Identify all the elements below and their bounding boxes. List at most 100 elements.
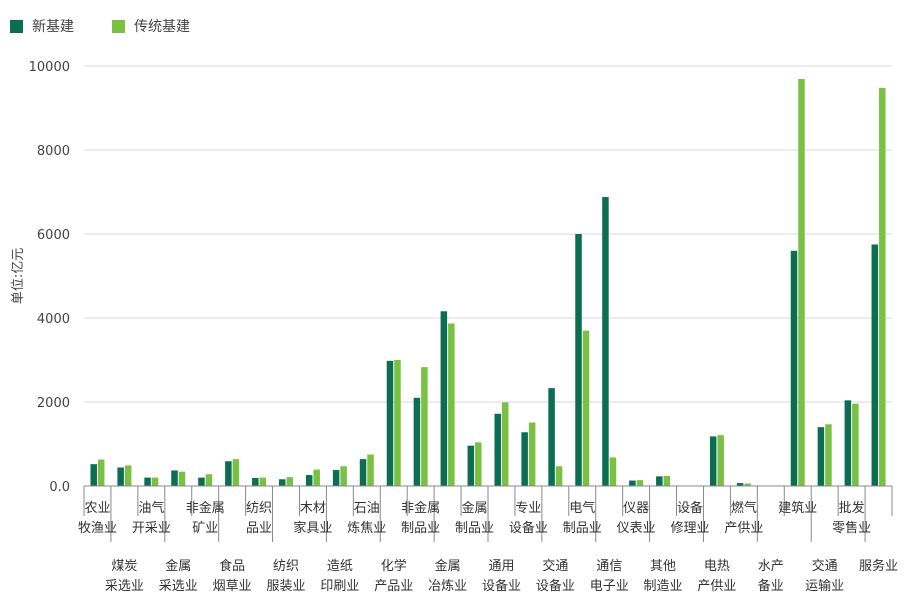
bar-traditional[interactable] [232, 459, 240, 486]
bar-new[interactable] [90, 464, 97, 486]
bar-traditional[interactable] [475, 442, 482, 486]
bar-new[interactable] [494, 413, 501, 486]
bar-new[interactable] [521, 432, 528, 486]
bar-new[interactable] [602, 197, 609, 487]
bar-new[interactable] [629, 480, 636, 486]
x-tick-label: 交通 [542, 558, 568, 574]
x-tick-label: 电子业 [590, 579, 629, 594]
legend: 新基建 传统基建 [10, 16, 190, 36]
bar-traditional[interactable] [852, 403, 859, 486]
y-tick-label: 0.0 [49, 480, 70, 495]
legend-swatch-traditional [112, 19, 125, 33]
x-tick-label: 农业 [84, 501, 110, 516]
y-tick-label: 10000 [29, 60, 70, 75]
bar-new[interactable] [736, 483, 744, 486]
bar-traditional[interactable] [259, 477, 267, 486]
x-tick-label: 造纸 [327, 559, 353, 574]
x-tick-label: 服装业 [266, 579, 305, 594]
bar-new[interactable] [332, 470, 340, 486]
x-tick-label: 零售业 [832, 520, 871, 536]
x-tick-label: 非金属 [186, 500, 225, 516]
bar-traditional[interactable] [501, 402, 509, 486]
x-tick-label: 产品业 [374, 579, 413, 594]
x-tick-label: 金属 [435, 558, 461, 574]
x-tick-label: 木材 [300, 501, 326, 516]
bar-traditional[interactable] [367, 454, 374, 487]
bar-new[interactable] [575, 234, 582, 486]
legend-label-new: 新基建 [32, 19, 74, 35]
bar-new[interactable] [440, 311, 448, 486]
x-tick-label: 印刷业 [320, 579, 359, 594]
x-tick-label: 纺织 [246, 501, 272, 516]
bar-new[interactable] [144, 477, 151, 486]
bar-traditional[interactable] [124, 465, 132, 486]
bar-new[interactable] [117, 467, 124, 486]
bar-traditional[interactable] [717, 435, 724, 486]
bar-new[interactable] [871, 244, 879, 487]
bar-traditional[interactable] [178, 471, 186, 486]
x-tick-label: 家具业 [293, 520, 332, 536]
bar-new[interactable] [817, 427, 825, 486]
bar-traditional[interactable] [744, 483, 751, 486]
x-tick-label: 石油 [354, 501, 380, 516]
x-tick-label: 备业 [758, 578, 784, 594]
bar-traditional[interactable] [97, 459, 105, 486]
bar-traditional[interactable] [609, 457, 617, 486]
x-tick-label: 交通 [812, 558, 838, 574]
x-tick-label: 通用 [488, 559, 514, 574]
bar-traditional[interactable] [448, 323, 455, 486]
x-tick-label: 仪表业 [617, 521, 656, 536]
x-tick-label: 采选业 [105, 579, 144, 594]
bar-new[interactable] [279, 479, 286, 486]
bar-new[interactable] [548, 388, 555, 486]
bar-new[interactable] [225, 461, 232, 486]
x-tick-label: 开采业 [132, 521, 171, 536]
x-tick-label: 批发 [839, 500, 865, 516]
y-tick-label: 2000 [37, 396, 70, 411]
x-tick-label: 烟草业 [213, 579, 252, 594]
x-tick-label: 燃气 [731, 500, 757, 516]
bar-traditional[interactable] [825, 424, 832, 486]
bar-new[interactable] [252, 478, 259, 486]
bar-traditional[interactable] [313, 469, 320, 486]
bar-traditional[interactable] [582, 330, 590, 486]
bar-new[interactable] [467, 445, 475, 486]
bar-traditional[interactable] [636, 480, 644, 486]
bar-new[interactable] [844, 400, 852, 486]
bar-new[interactable] [790, 250, 798, 486]
bar-new[interactable] [359, 459, 367, 486]
bar-new[interactable] [656, 476, 663, 486]
x-tick-label: 专业 [515, 501, 541, 516]
bar-new[interactable] [709, 436, 717, 486]
bar-traditional[interactable] [879, 87, 886, 486]
x-tick-label: 制品业 [455, 521, 494, 536]
bar-traditional[interactable] [394, 360, 401, 486]
y-tick-label: 6000 [37, 228, 70, 243]
x-tick-label: 设备业 [509, 520, 548, 536]
x-tick-label: 纺织 [273, 559, 299, 574]
bar-traditional[interactable] [340, 466, 347, 486]
bar-traditional[interactable] [205, 474, 213, 486]
x-tick-label: 制品业 [563, 521, 602, 536]
bar-traditional[interactable] [151, 477, 159, 486]
legend-item-new[interactable]: 新基建 [10, 16, 74, 36]
bar-traditional[interactable] [286, 477, 294, 486]
bar-traditional[interactable] [421, 367, 428, 486]
x-tick-label: 化学 [381, 558, 407, 574]
x-tick-label: 煤炭 [111, 559, 137, 574]
bar-new[interactable] [305, 475, 313, 486]
x-tick-label: 制品业 [401, 521, 440, 536]
bar-new[interactable] [171, 470, 178, 486]
bar-traditional[interactable] [663, 475, 671, 486]
bar-traditional[interactable] [555, 466, 563, 486]
legend-item-traditional[interactable]: 传统基建 [112, 16, 190, 36]
gridlines [84, 65, 892, 403]
bar-traditional[interactable] [798, 79, 805, 487]
legend-label-traditional: 传统基建 [134, 19, 190, 35]
bar-traditional[interactable] [528, 422, 536, 486]
bar-new[interactable] [413, 397, 421, 486]
x-tick-label: 油气 [138, 500, 164, 516]
y-axis-label: 单位:亿元 [11, 248, 26, 304]
bar-new[interactable] [386, 360, 394, 486]
bar-new[interactable] [198, 477, 205, 486]
